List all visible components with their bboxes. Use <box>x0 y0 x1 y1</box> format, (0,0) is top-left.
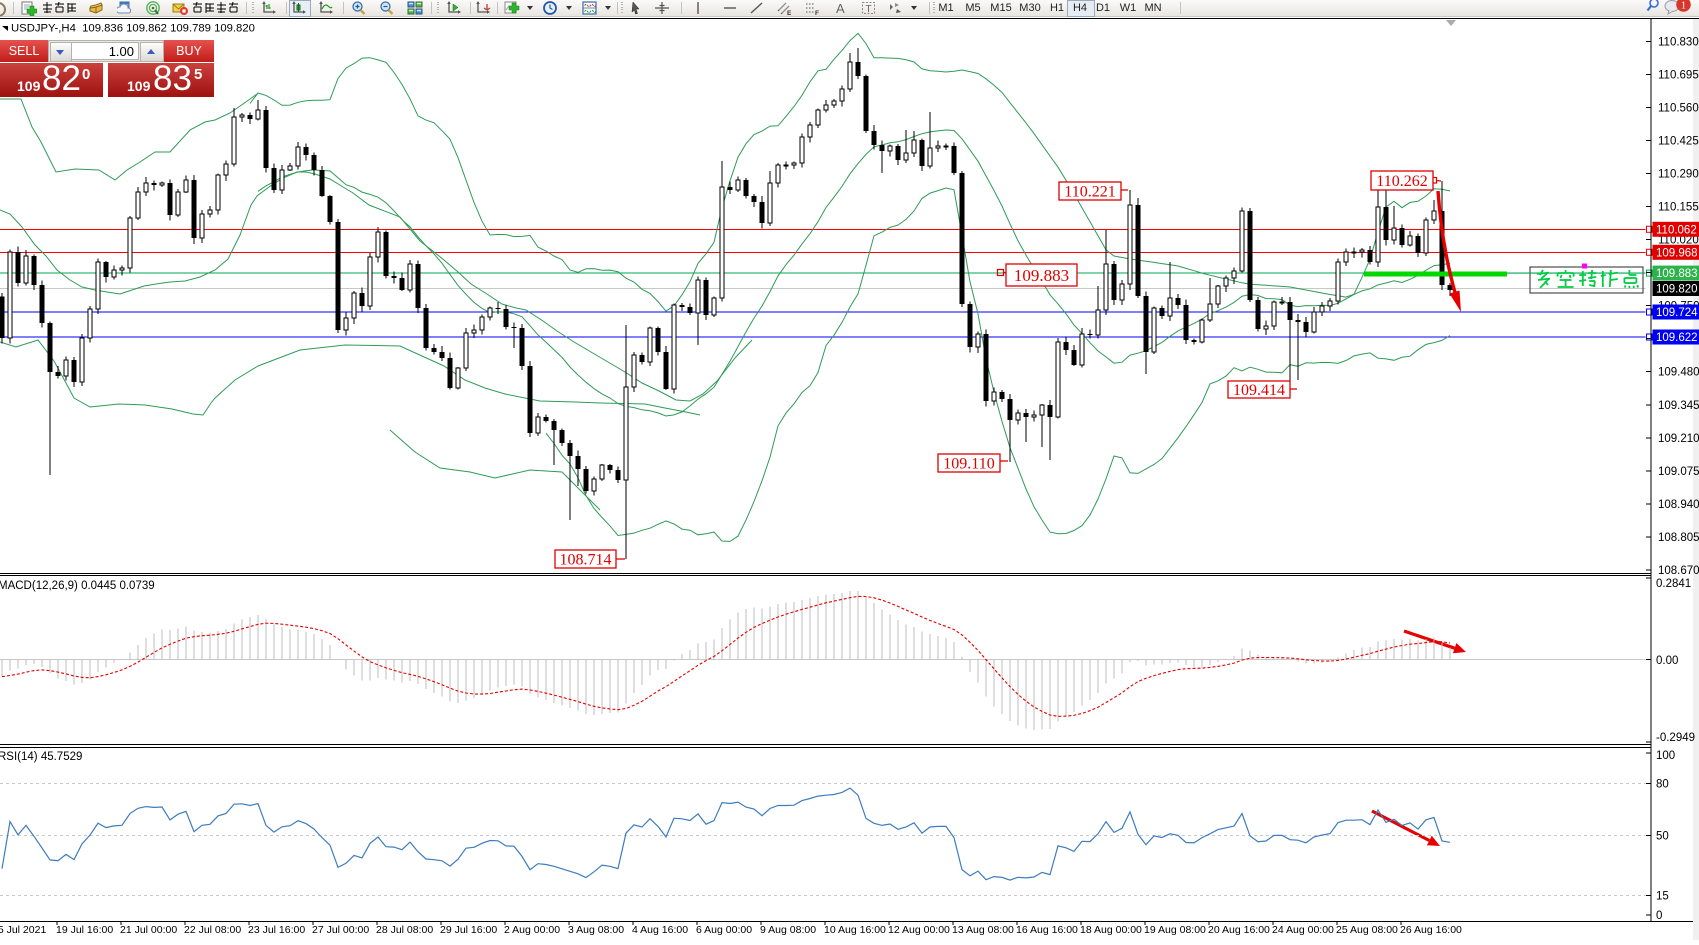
svg-text:110.155: 110.155 <box>1658 202 1699 214</box>
svg-text:50: 50 <box>1656 830 1669 842</box>
svg-text:109.968: 109.968 <box>1656 247 1698 259</box>
svg-text:109.883: 109.883 <box>1014 266 1069 285</box>
svg-text:19 Aug 08:00: 19 Aug 08:00 <box>1144 924 1206 936</box>
svg-text:109.480: 109.480 <box>1658 367 1699 379</box>
svg-text:108.805: 108.805 <box>1658 532 1699 544</box>
svg-text:-0.2949: -0.2949 <box>1656 732 1695 744</box>
svg-text:109.820: 109.820 <box>1656 284 1698 296</box>
svg-text:109.883: 109.883 <box>1656 268 1698 280</box>
svg-text:110.290: 110.290 <box>1658 169 1699 181</box>
svg-text:20 Aug 16:00: 20 Aug 16:00 <box>1208 924 1270 936</box>
svg-text:RSI(14) 45.7529: RSI(14) 45.7529 <box>0 751 82 763</box>
svg-text:110.830: 110.830 <box>1658 36 1699 48</box>
svg-text:100: 100 <box>1656 750 1675 762</box>
svg-text:109.724: 109.724 <box>1656 307 1698 319</box>
svg-text:15: 15 <box>1656 891 1669 903</box>
svg-text:18 Aug 00:00: 18 Aug 00:00 <box>1080 924 1142 936</box>
svg-text:3 Aug 08:00: 3 Aug 08:00 <box>568 924 624 936</box>
svg-text:29 Jul 16:00: 29 Jul 16:00 <box>440 924 497 936</box>
svg-text:26 Aug 16:00: 26 Aug 16:00 <box>1400 924 1462 936</box>
svg-text:2 Aug 00:00: 2 Aug 00:00 <box>504 924 560 936</box>
svg-text:19 Jul 16:00: 19 Jul 16:00 <box>56 924 113 936</box>
svg-text:109.622: 109.622 <box>1656 332 1698 344</box>
svg-text:23 Jul 16:00: 23 Jul 16:00 <box>248 924 305 936</box>
svg-text:109.075: 109.075 <box>1658 466 1699 478</box>
svg-text:27 Jul 00:00: 27 Jul 00:00 <box>312 924 369 936</box>
svg-text:F: F <box>815 10 819 16</box>
svg-text:110.062: 110.062 <box>1656 224 1697 236</box>
svg-text:110.221: 110.221 <box>1064 184 1115 201</box>
svg-text:0: 0 <box>1656 910 1662 922</box>
svg-text:108.670: 108.670 <box>1658 565 1699 577</box>
svg-text:12 Aug 00:00: 12 Aug 00:00 <box>888 924 950 936</box>
svg-text:15 Jul 2021: 15 Jul 2021 <box>0 924 46 936</box>
svg-text:109.210: 109.210 <box>1658 433 1699 445</box>
svg-text:21 Jul 00:00: 21 Jul 00:00 <box>120 924 177 936</box>
svg-text:10 Aug 16:00: 10 Aug 16:00 <box>824 924 886 936</box>
svg-text:16 Aug 16:00: 16 Aug 16:00 <box>1016 924 1078 936</box>
svg-text:109.110: 109.110 <box>943 456 994 473</box>
svg-text:0.00: 0.00 <box>1656 655 1678 667</box>
svg-text:A: A <box>836 1 845 16</box>
svg-text:1: 1 <box>1681 1 1686 12</box>
svg-text:6 Aug 00:00: 6 Aug 00:00 <box>696 924 752 936</box>
svg-text:110.425: 110.425 <box>1658 136 1699 148</box>
svg-text:9 Aug 08:00: 9 Aug 08:00 <box>760 924 816 936</box>
svg-text:108.940: 108.940 <box>1658 499 1699 511</box>
svg-text:80: 80 <box>1656 779 1669 791</box>
svg-text:25 Aug 08:00: 25 Aug 08:00 <box>1336 924 1398 936</box>
svg-text:USDJPY-,H4 109.836 109.862 10: USDJPY-,H4 109.836 109.862 109.789 109.8… <box>11 23 255 35</box>
svg-text:E: E <box>787 10 792 16</box>
svg-text:28 Jul 08:00: 28 Jul 08:00 <box>376 924 433 936</box>
svg-text:109.414: 109.414 <box>1233 382 1285 399</box>
svg-text:24 Aug 00:00: 24 Aug 00:00 <box>1272 924 1334 936</box>
svg-text:110.695: 110.695 <box>1658 69 1699 81</box>
svg-text:T: T <box>866 4 872 15</box>
svg-text:MACD(12,26,9) 0.0445 0.0739: MACD(12,26,9) 0.0445 0.0739 <box>0 580 155 592</box>
svg-text:4 Aug 16:00: 4 Aug 16:00 <box>632 924 688 936</box>
svg-text:0.2841: 0.2841 <box>1656 578 1691 590</box>
svg-text:13 Aug 08:00: 13 Aug 08:00 <box>952 924 1014 936</box>
svg-text:110.560: 110.560 <box>1658 103 1699 115</box>
svg-text:109.345: 109.345 <box>1658 400 1699 412</box>
svg-text:22 Jul 08:00: 22 Jul 08:00 <box>184 924 241 936</box>
svg-text:110.262: 110.262 <box>1376 173 1427 190</box>
svg-text:108.714: 108.714 <box>560 552 612 569</box>
